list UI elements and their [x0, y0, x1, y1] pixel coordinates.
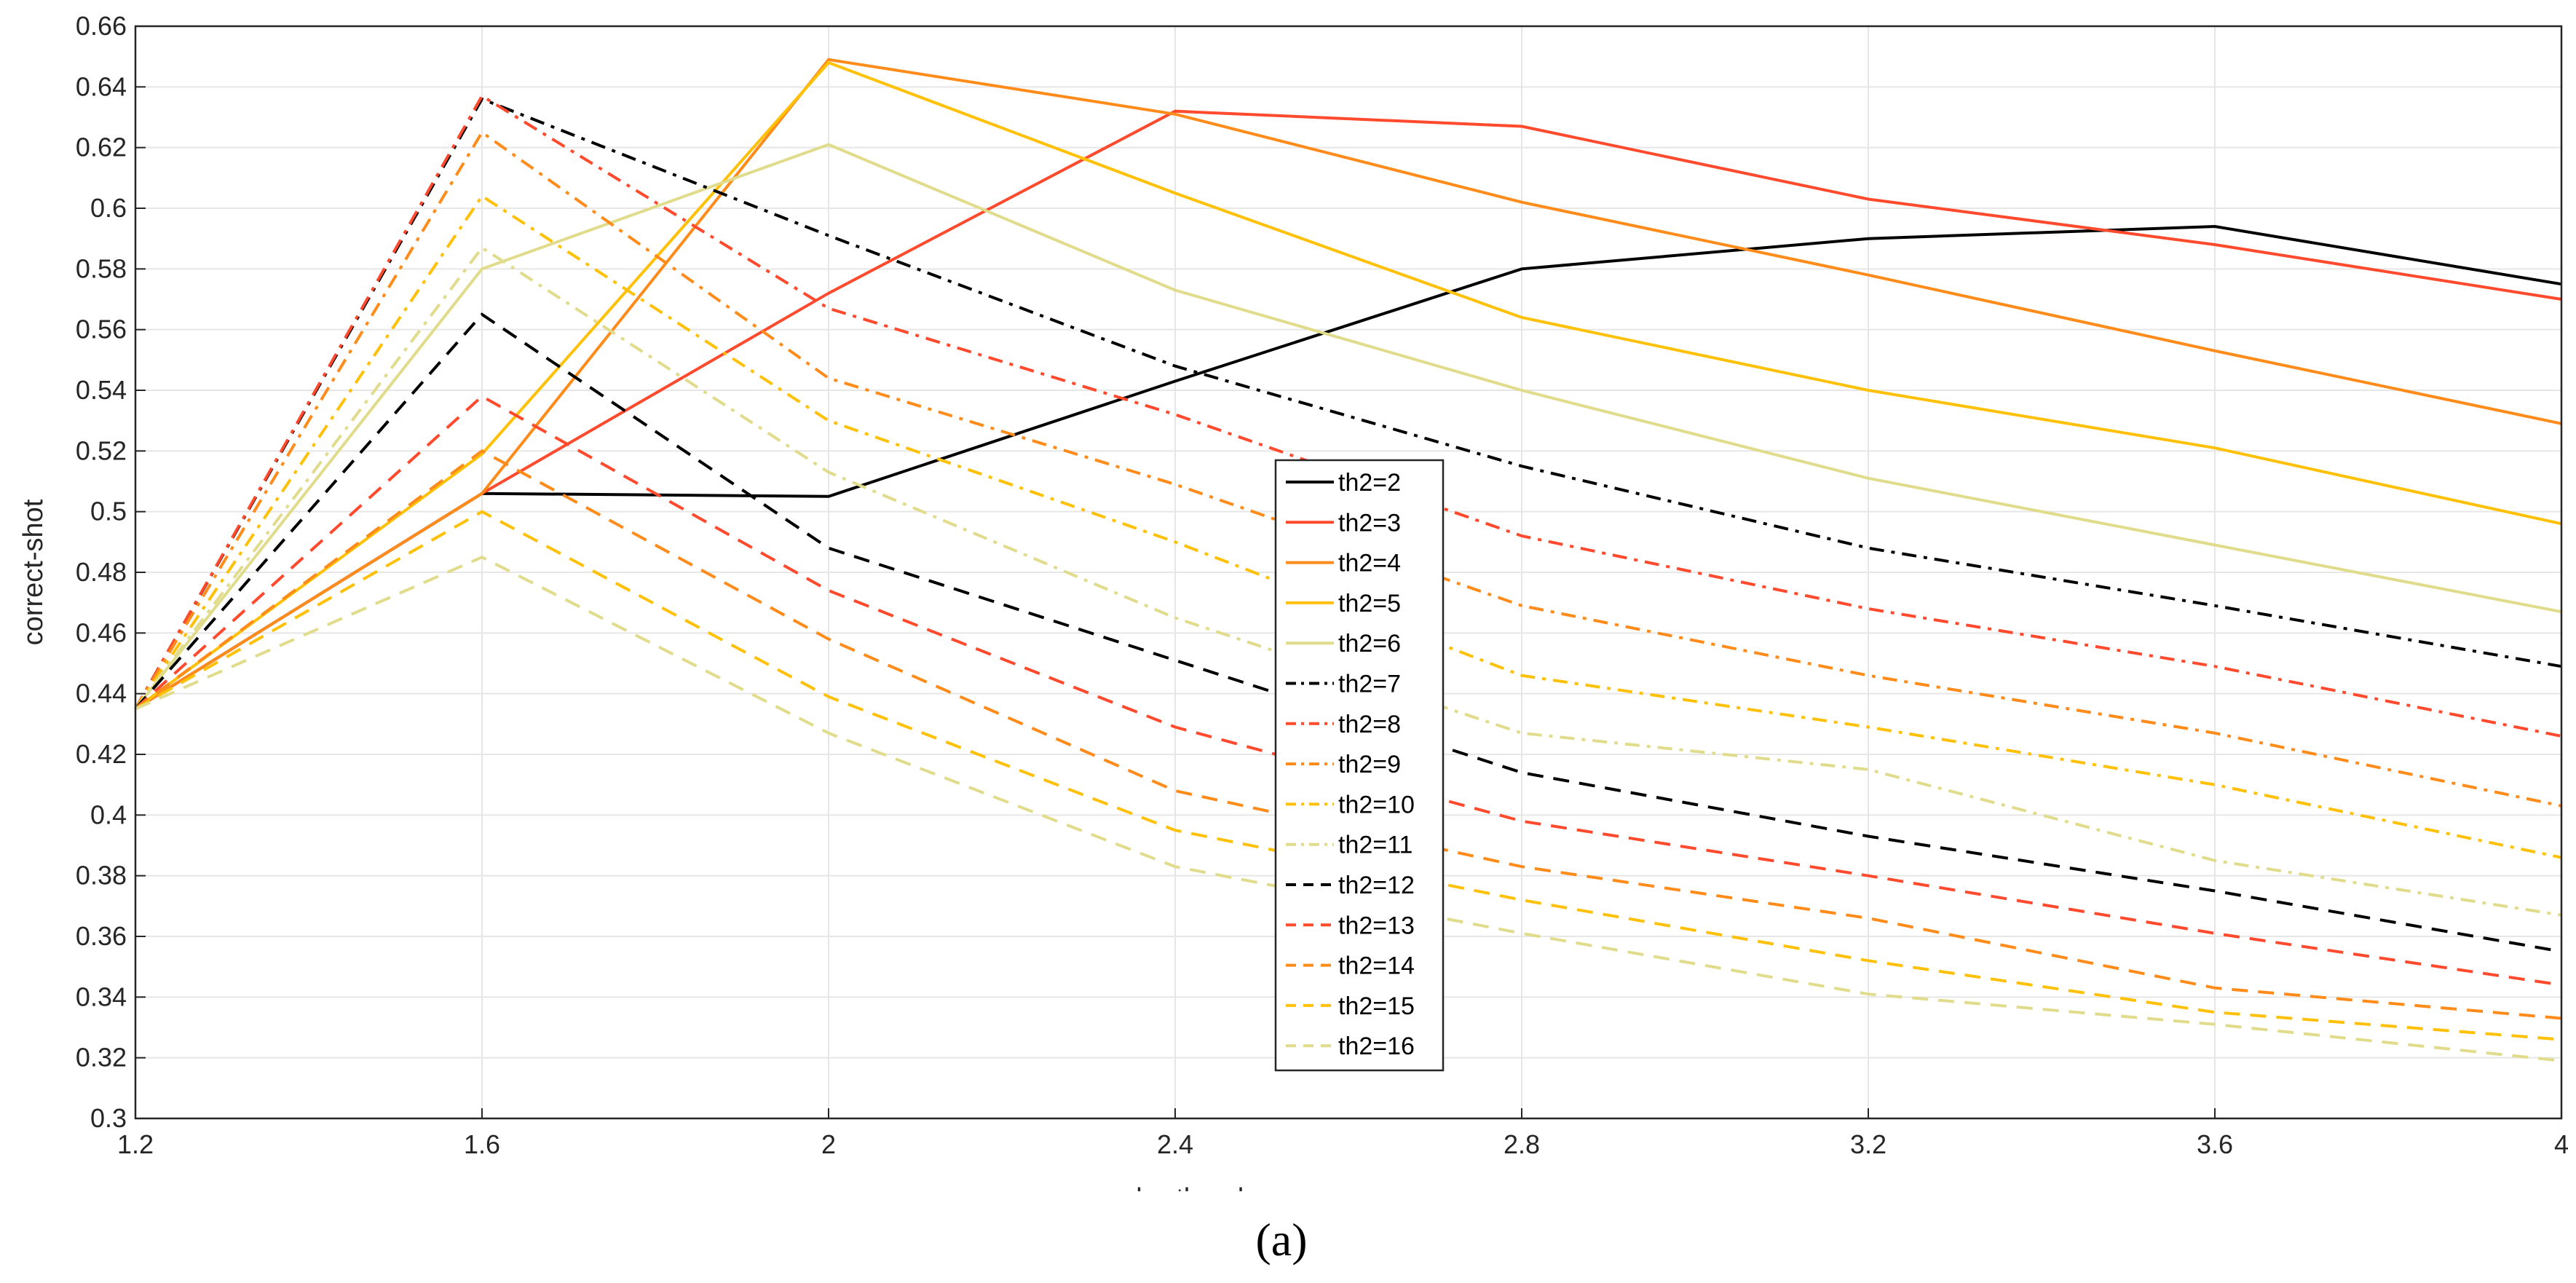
series-line-th2-14 — [134, 449, 2562, 1020]
x-tick-label: 1.2 — [117, 1129, 154, 1159]
legend-entry-label: th2=14 — [1338, 952, 1415, 980]
x-tick-label: 2.8 — [1504, 1129, 1540, 1159]
legend-entry-label: th2=15 — [1338, 992, 1415, 1020]
legend-entry-label: th2=2 — [1338, 469, 1401, 497]
y-tick-label: 0.38 — [76, 861, 127, 891]
legend-entry-label: th2=5 — [1338, 590, 1401, 617]
legend-entry-label: th2=12 — [1338, 872, 1415, 899]
y-tick-label: 0.3 — [90, 1103, 127, 1133]
legend: th2=2 th2=3 th2=4 th2=5 th2=6 th2=7 th2=8 th2=9… — [1274, 459, 1445, 1072]
y-tick-label: 0.58 — [76, 253, 127, 283]
series-line-th2-2 — [134, 224, 2562, 711]
x-tick-label: 1.6 — [464, 1129, 500, 1159]
legend-entry-label: th2=13 — [1338, 912, 1415, 939]
legend-entry-label: th2=4 — [1338, 550, 1401, 577]
y-tick-label: 0.34 — [76, 982, 127, 1011]
x-axis-title: ube-thresh — [1121, 1183, 1253, 1214]
y-tick-label: 0.5 — [90, 497, 127, 526]
y-tick-label: 0.66 — [76, 11, 127, 41]
legend-entry-label: th2=9 — [1338, 751, 1401, 778]
legend-entry-label: th2=11 — [1338, 832, 1413, 859]
series-line-th2-5 — [134, 60, 2562, 711]
y-tick-label: 0.44 — [76, 679, 127, 708]
y-tick-label: 0.48 — [76, 557, 127, 587]
series-line-th2-3 — [134, 109, 2562, 711]
y-tick-label: 0.4 — [90, 800, 127, 829]
y-tick-label: 0.52 — [76, 435, 127, 465]
y-tick-label: 0.64 — [76, 71, 127, 101]
series-line-th2-4 — [134, 58, 2562, 711]
x-axis-ticks: 1.2 1.6 2 2.4 2.8 3.2 3.6 4 — [117, 1108, 2569, 1159]
series-line-th2-7 — [134, 97, 2562, 710]
y-tick-label: 0.36 — [76, 921, 127, 951]
y-tick-label: 0.56 — [76, 315, 127, 344]
legend-entry-label: th2=6 — [1338, 630, 1401, 658]
y-axis-ticks: 0.3 0.32 0.34 0.36 0.38 0.4 0.42 0.44 0.46 0.48 0.… — [76, 11, 146, 1133]
y-tick-label: 0.6 — [90, 193, 127, 223]
series-line-th2-6 — [134, 143, 2562, 710]
y-tick-label: 0.46 — [76, 617, 127, 647]
y-tick-label: 0.32 — [76, 1043, 127, 1073]
y-tick-label: 0.62 — [76, 133, 127, 162]
y-axis-title: correct-shot — [18, 499, 49, 645]
x-tick-label: 2 — [821, 1129, 836, 1159]
series-line-th2-12 — [134, 312, 2562, 953]
y-tick-label: 0.54 — [76, 375, 127, 405]
legend-entry-label: th2=8 — [1338, 711, 1401, 738]
x-axis-title-clip: ube-thresh — [1121, 1183, 1253, 1214]
y-tick-label: 0.42 — [76, 739, 127, 769]
figure-caption: (a) — [1255, 1214, 1307, 1266]
legend-entry-label: th2=10 — [1338, 791, 1415, 818]
x-tick-label: 4 — [2554, 1129, 2569, 1159]
x-tick-label: 3.6 — [2197, 1129, 2233, 1159]
legend-entry-label: th2=3 — [1338, 509, 1401, 537]
legend-entry-label: th2=16 — [1338, 1033, 1415, 1060]
x-tick-label: 2.4 — [1157, 1129, 1193, 1159]
legend-entry-label: th2=7 — [1338, 671, 1401, 698]
x-tick-label: 3.2 — [1850, 1129, 1886, 1159]
